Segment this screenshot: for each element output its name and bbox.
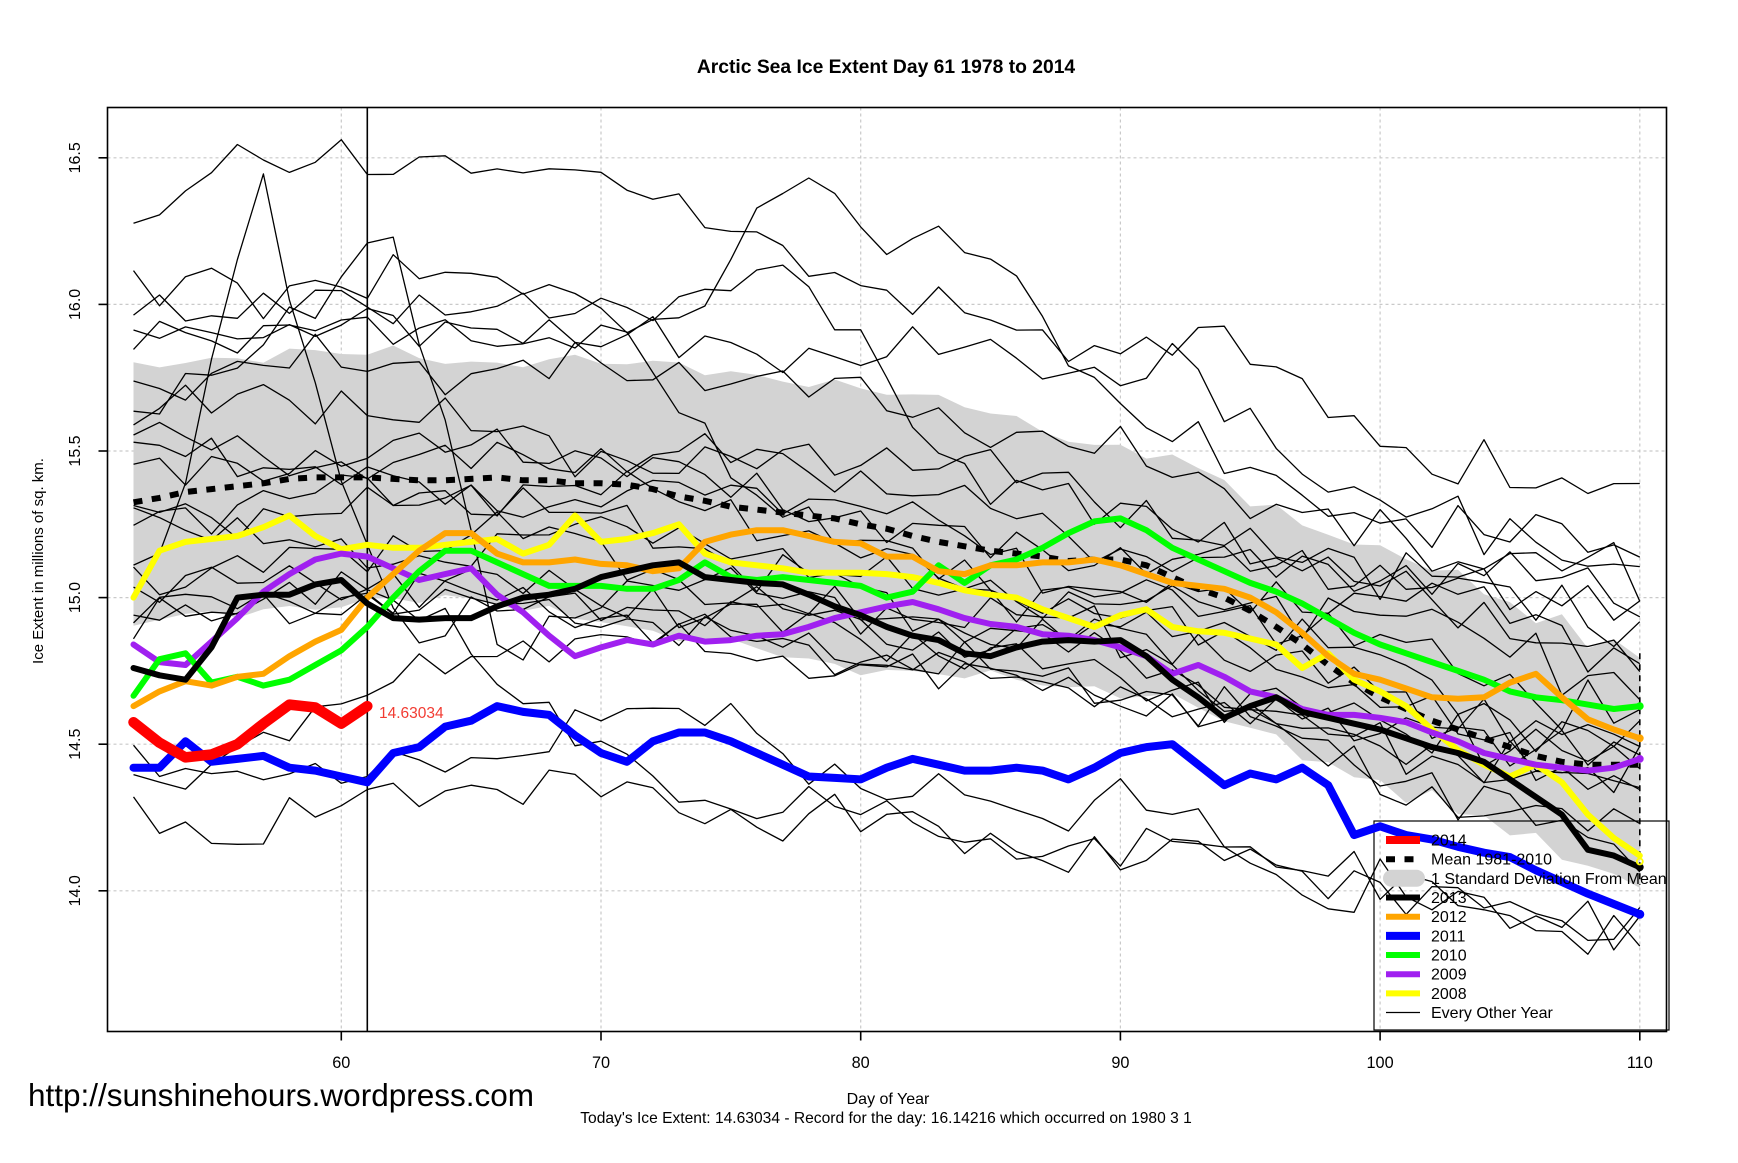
svg-text:15.0: 15.0 — [67, 582, 84, 613]
svg-text:14.0: 14.0 — [67, 875, 84, 906]
svg-text:Day of Year: Day of Year — [847, 1091, 930, 1108]
svg-text:http://sunshinehours.wordpress: http://sunshinehours.wordpress.com — [28, 1077, 534, 1113]
svg-text:2010: 2010 — [1431, 948, 1467, 965]
svg-text:1 Standard Deviation From Mean: 1 Standard Deviation From Mean — [1431, 871, 1667, 888]
svg-text:70: 70 — [592, 1054, 610, 1072]
svg-text:90: 90 — [1111, 1054, 1129, 1072]
svg-text:2011: 2011 — [1431, 928, 1466, 945]
svg-text:Mean 1981-2010: Mean 1981-2010 — [1431, 852, 1552, 869]
svg-text:Every Other Year: Every Other Year — [1431, 1005, 1554, 1022]
svg-text:15.5: 15.5 — [67, 435, 84, 466]
svg-text:Ice Extent in millions of sq.: Ice Extent in millions of sq. km. — [30, 458, 47, 664]
svg-text:14.5: 14.5 — [67, 729, 84, 760]
svg-text:Today's Ice Extent: 14.63034: Today's Ice Extent: 14.63034 - Record fo… — [580, 1110, 1192, 1127]
svg-text:2012: 2012 — [1431, 909, 1467, 926]
svg-text:2013: 2013 — [1431, 890, 1467, 907]
svg-text:16.0: 16.0 — [67, 289, 84, 320]
svg-text:16.5: 16.5 — [67, 142, 84, 173]
svg-text:100: 100 — [1367, 1054, 1394, 1072]
svg-text:80: 80 — [852, 1054, 870, 1072]
svg-text:60: 60 — [332, 1054, 350, 1072]
svg-text:14.63034: 14.63034 — [379, 705, 444, 722]
svg-text:110: 110 — [1627, 1054, 1653, 1072]
svg-text:2009: 2009 — [1431, 967, 1467, 984]
svg-text:2014: 2014 — [1431, 833, 1467, 850]
svg-text:2008: 2008 — [1431, 986, 1467, 1003]
svg-text:Arctic Sea Ice Extent Day 61 1: Arctic Sea Ice Extent Day 61 1978 to 201… — [697, 57, 1076, 78]
